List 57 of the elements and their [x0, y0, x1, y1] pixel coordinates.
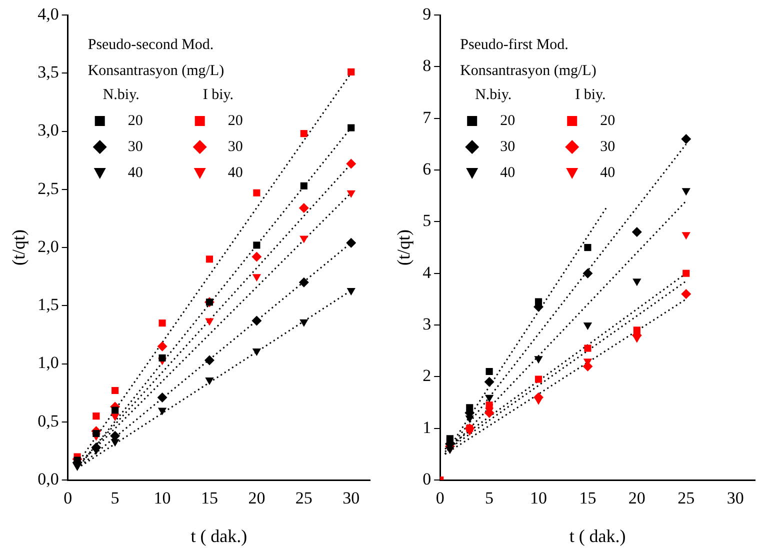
y-axis-title: (t/qt): [394, 230, 414, 266]
y-tick-label: 2,5: [38, 178, 59, 198]
x-tick-label: 20: [628, 488, 646, 508]
annotation: N.biy.: [102, 86, 140, 103]
x-axis-title: t ( dak.): [190, 526, 248, 546]
legend-label: 40: [500, 164, 516, 181]
y-tick-label: 1: [422, 418, 432, 437]
y-tick-label: 3,5: [38, 62, 59, 82]
x-tick-label: 15: [579, 488, 596, 508]
x-tick-label: 5: [485, 488, 494, 508]
legend-label: 20: [600, 112, 616, 129]
y-tick-label: 1,5: [38, 295, 59, 314]
x-tick-label: 15: [200, 488, 218, 508]
legend-label: 20: [228, 112, 243, 129]
x-tick-label: 20: [248, 488, 266, 508]
y-tick-label: 4: [422, 262, 432, 282]
y-tick-label: 0: [422, 469, 432, 488]
y-tick-label: 1,0: [38, 353, 59, 372]
y-tick-label: 6: [422, 159, 432, 178]
legend-label: 40: [228, 164, 243, 181]
y-tick-label: 8: [422, 56, 432, 76]
x-tick-label: 5: [110, 488, 120, 508]
x-tick-label: 30: [726, 488, 744, 508]
legend-title: Pseudo-first Mod.: [460, 36, 568, 53]
annotation: I biy.: [575, 86, 606, 103]
y-tick-label: 4,0: [38, 4, 59, 24]
y-tick-label: 5: [422, 211, 432, 230]
legend-label: 30: [228, 138, 243, 155]
legend-label: 30: [600, 138, 616, 155]
annotation: N.biy.: [475, 86, 512, 103]
legend-label: 20: [500, 112, 516, 129]
y-tick-label: 2: [422, 366, 432, 386]
legend-label: 30: [500, 138, 516, 155]
x-tick-label: 30: [342, 488, 360, 508]
x-tick-label: 10: [154, 488, 171, 508]
y-tick-label: 0,0: [38, 469, 59, 488]
annotation: Konsantrasyon (mg/L): [460, 62, 596, 79]
x-axis-title: t ( dak.): [569, 526, 626, 546]
y-tick-label: 2,0: [38, 236, 59, 256]
x-tick-label: 25: [295, 488, 312, 508]
legend-label: 40: [128, 164, 143, 181]
y-tick-label: 3,0: [38, 120, 59, 140]
y-axis-title: (t/qt): [8, 230, 29, 266]
legend-label: 30: [128, 138, 143, 155]
y-tick-label: 3: [422, 314, 432, 334]
annotation: I biy.: [202, 86, 234, 103]
annotation: Konsantrasyon (mg/L): [88, 62, 224, 79]
x-tick-label: 0: [436, 488, 444, 508]
y-tick-label: 0,5: [38, 411, 59, 430]
y-tick-label: 7: [422, 108, 432, 127]
x-tick-label: 0: [64, 488, 72, 508]
legend-label: 40: [600, 164, 616, 181]
x-tick-label: 10: [530, 488, 548, 508]
legend-title: Pseudo-second Mod.: [88, 36, 214, 53]
legend-label: 20: [128, 112, 143, 129]
y-tick-label: 9: [422, 4, 432, 24]
x-tick-label: 25: [678, 488, 695, 508]
